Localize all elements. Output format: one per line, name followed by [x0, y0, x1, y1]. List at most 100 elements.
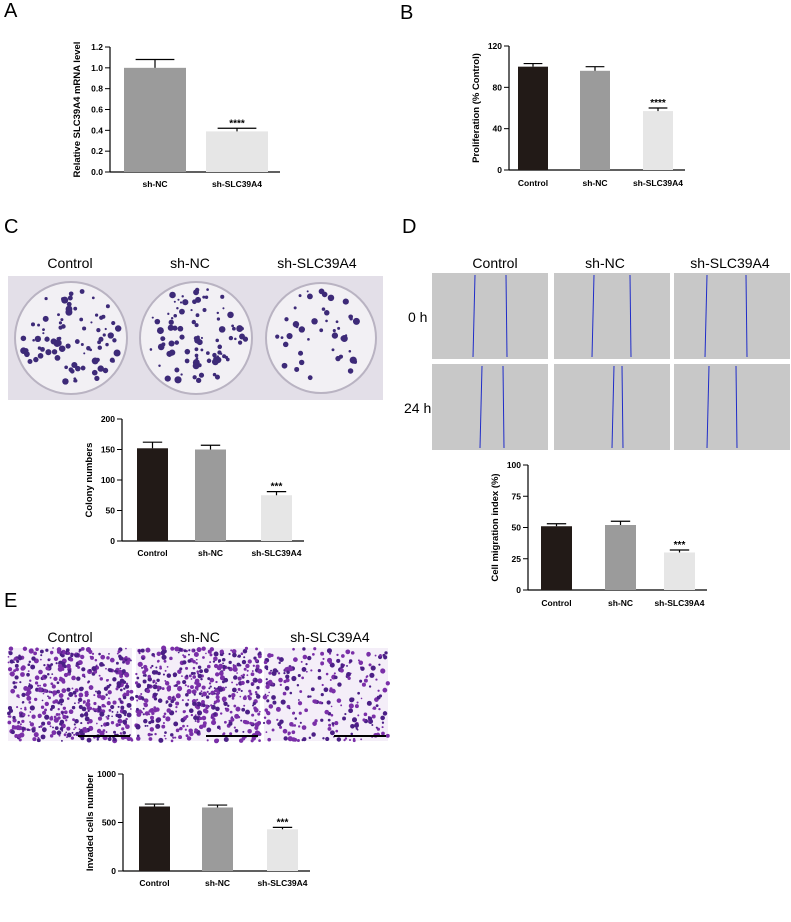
colony-dot: [91, 369, 98, 376]
stained-cell: [44, 675, 48, 679]
stained-cell: [286, 670, 290, 675]
colony-dot: [169, 291, 176, 299]
colony-dot: [24, 351, 30, 358]
stained-cell: [151, 711, 155, 715]
colony-dot: [176, 307, 179, 310]
stained-cell: [28, 660, 31, 664]
stained-cell: [366, 651, 371, 657]
stained-cell: [357, 714, 360, 717]
colony-dot: [275, 334, 280, 339]
stained-cell: [279, 657, 284, 662]
stained-cell: [244, 646, 249, 650]
stained-cell: [301, 676, 304, 680]
stained-cell: [152, 692, 158, 698]
d-label-shslc39a4: sh-SLC39A4: [690, 255, 770, 271]
stained-cell: [268, 704, 274, 709]
stained-cell: [140, 648, 145, 653]
stained-cell: [166, 687, 172, 692]
stained-cell: [360, 738, 363, 741]
stained-cell: [356, 701, 359, 704]
stained-cell: [201, 685, 206, 690]
colony-dot: [242, 336, 249, 342]
stained-cell: [29, 711, 32, 713]
stained-cell: [220, 675, 223, 678]
stained-cell: [86, 706, 91, 711]
stained-cell: [173, 721, 179, 727]
stained-cell: [296, 683, 300, 687]
stained-cell: [385, 681, 390, 686]
colony-dot: [217, 344, 223, 350]
wound-edge-line: [735, 365, 738, 449]
stained-cell: [40, 705, 45, 709]
stained-cell: [56, 730, 62, 736]
stained-cell: [115, 713, 120, 718]
stained-cell: [256, 686, 260, 690]
stained-cell: [68, 691, 74, 698]
colony-dot: [294, 366, 300, 372]
stained-cell: [380, 668, 386, 674]
stained-cell: [291, 675, 297, 682]
stained-cell: [140, 696, 144, 700]
stained-cell: [237, 676, 242, 681]
stained-cell: [305, 670, 308, 673]
colony-dot: [42, 328, 45, 332]
stained-cell: [210, 690, 215, 696]
stained-cell: [178, 735, 183, 740]
stained-cell: [262, 721, 266, 725]
stained-cell: [58, 734, 61, 737]
stained-cell: [223, 736, 229, 742]
stained-cell: [299, 721, 302, 724]
wound-image: [674, 273, 790, 359]
colony-dot: [232, 326, 236, 331]
bar-control: [518, 66, 548, 170]
stained-cell: [254, 730, 260, 735]
stained-cell: [70, 736, 75, 740]
stained-cell: [231, 697, 235, 700]
stained-cell: [314, 719, 318, 723]
stained-cell: [355, 727, 358, 730]
stained-cell: [11, 725, 15, 728]
stained-cell: [96, 738, 99, 741]
stained-cell: [241, 707, 246, 712]
stained-cell: [121, 727, 125, 731]
stained-cell: [282, 728, 288, 734]
stained-cell: [320, 718, 324, 722]
significance-label: ***: [277, 817, 289, 828]
colony-dot: [220, 294, 225, 299]
stained-cell: [21, 719, 25, 724]
stained-cell: [12, 681, 16, 685]
stained-cell: [312, 721, 317, 726]
stained-cell: [53, 715, 57, 719]
colony-dot: [335, 355, 341, 362]
stained-cell: [262, 694, 268, 700]
stained-cell: [157, 698, 163, 703]
stained-cell: [57, 663, 63, 669]
colony-dot: [206, 288, 209, 291]
colony-dot: [79, 289, 85, 294]
bar-sh-nc: [195, 449, 226, 541]
stained-cell: [105, 715, 108, 718]
stained-cell: [213, 692, 216, 695]
stained-cell: [221, 657, 226, 662]
stained-cell: [26, 672, 30, 677]
stained-cell: [107, 714, 110, 718]
stained-cell: [12, 718, 17, 723]
stained-cell: [63, 710, 68, 715]
stained-cell: [135, 694, 139, 699]
stained-cell: [264, 693, 267, 696]
stained-cell: [34, 697, 38, 702]
stained-cell: [72, 718, 75, 722]
stained-cell: [297, 699, 300, 701]
stained-cell: [15, 681, 18, 684]
stained-cell: [39, 649, 44, 654]
stained-cell: [137, 649, 141, 653]
colony-plate-image: [8, 276, 383, 400]
colony-dot: [240, 327, 244, 331]
stained-cell: [142, 670, 147, 675]
stained-cell: [37, 713, 42, 718]
stained-cell: [116, 652, 119, 655]
stained-cell: [170, 699, 175, 704]
colony-dot: [206, 351, 210, 355]
stained-cell: [375, 678, 378, 681]
x-tick-label: sh-NC: [198, 548, 223, 558]
